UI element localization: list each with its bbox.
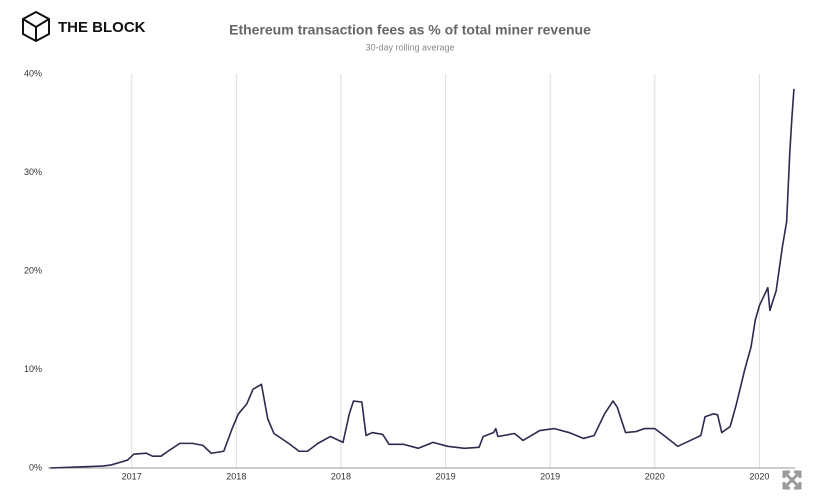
- y-tick-label: 10%: [24, 364, 42, 374]
- data-line: [50, 88, 795, 469]
- x-tick-label: 2017: [122, 471, 142, 481]
- chart-subtitle: 30-day rolling average: [365, 42, 454, 52]
- y-tick-label: 40%: [24, 68, 42, 78]
- y-tick-label: 20%: [24, 265, 42, 275]
- y-tick-label: 0%: [29, 462, 42, 472]
- expand-icon[interactable]: [782, 470, 802, 490]
- logo-icon: [22, 10, 50, 43]
- logo-text: THE BLOCK: [58, 19, 146, 36]
- x-tick-label: 2020: [645, 471, 665, 481]
- x-tick-label: 2020: [749, 471, 769, 481]
- y-tick-label: 30%: [24, 167, 42, 177]
- x-tick-label: 2018: [226, 471, 246, 481]
- x-tick-label: 2019: [436, 471, 456, 481]
- x-tick-label: 2018: [331, 471, 351, 481]
- chart-title: Ethereum transaction fees as % of total …: [229, 22, 591, 38]
- x-tick-label: 2019: [540, 471, 560, 481]
